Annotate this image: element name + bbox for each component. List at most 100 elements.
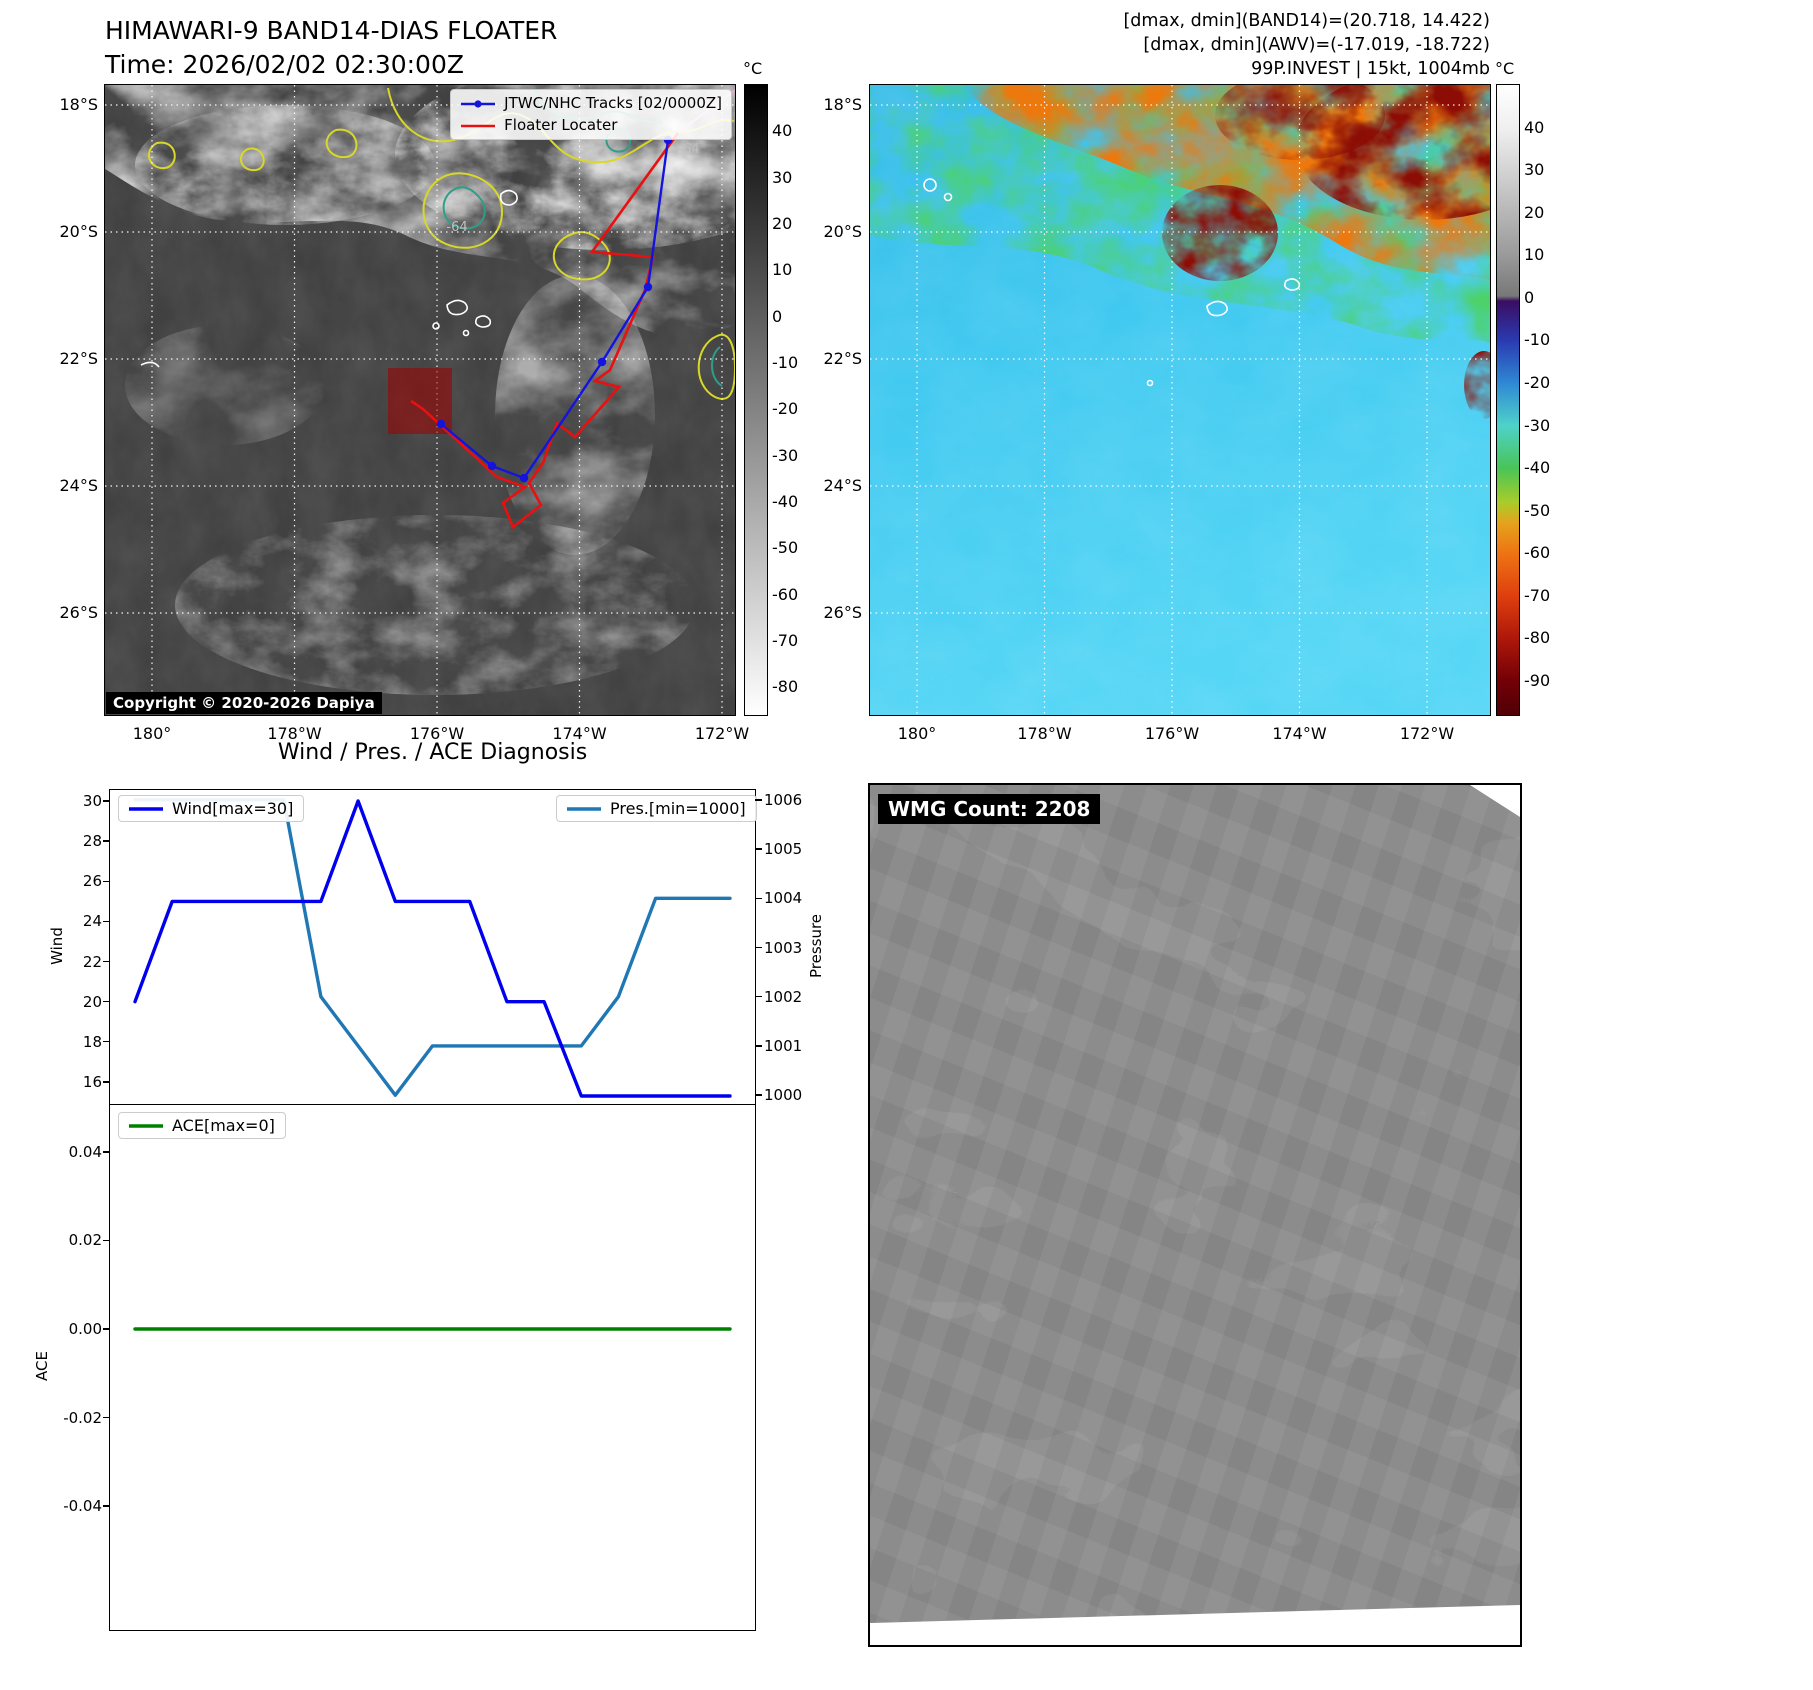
pressure-legend-swatch	[567, 806, 601, 811]
ir-colorbar-tick-label: 10	[772, 260, 793, 280]
wind-legend-swatch	[129, 806, 163, 811]
wmg-microwave-image	[870, 785, 1520, 1645]
awv-colorbar-tick-label: -30	[1524, 415, 1551, 435]
ace-axis-title: ACE	[33, 1351, 51, 1381]
contour-value-label: -64	[678, 142, 699, 157]
ir-colorbar-tick-label: 0	[772, 306, 783, 326]
ir-lon-tick-label: 174°W	[552, 724, 607, 743]
awv-colorbar-tick-label: 10	[1524, 245, 1545, 265]
ir-lon-tick-label: 178°W	[267, 724, 322, 743]
awv-lon-tick-label: 176°W	[1144, 724, 1200, 743]
awv-satellite-image	[870, 70, 1555, 715]
ir-colorbar-tick-label: -40	[772, 491, 799, 511]
ace-plot-canvas	[133, 1327, 732, 1331]
diagnosis-title: Wind / Pres. / ACE Diagnosis	[277, 740, 588, 765]
awv-colorbar-tick-label: 20	[1524, 202, 1545, 222]
wind-legend: Wind[max=30]	[118, 795, 305, 822]
awv-header-band14-stats: [dmax, dmin](BAND14)=(20.718, 14.422)	[1123, 11, 1490, 31]
legend-item-jtwc-tracks: JTWC/NHC Tracks [02/0000Z]	[460, 94, 722, 113]
ir-colorbar-tick-label: -60	[772, 584, 799, 604]
jtwc-legend-label: JTWC/NHC Tracks [02/0000Z]	[504, 94, 722, 112]
pressure-tick-label: 1006	[764, 790, 803, 809]
awv-lon-tick-label: 172°W	[1399, 724, 1455, 743]
awv-gridlines	[870, 85, 1490, 715]
awv-map-panel	[869, 70, 1555, 716]
pressure-legend-label: Pres.[min=1000]	[610, 799, 746, 818]
ace-legend: ACE[max=0]	[118, 1112, 286, 1139]
pressure-tick-label-mark	[755, 1045, 762, 1047]
awv-lon-tick-label: 180°	[897, 724, 937, 743]
pressure-tick-label: 1003	[764, 938, 803, 957]
awv-lon-tick-label: 174°W	[1272, 724, 1327, 743]
awv-colorbar-tick-label: -50	[1524, 500, 1551, 520]
wmg-image-panel: WMG Count: 2208	[868, 783, 1522, 1647]
jtwc-track-point	[597, 357, 607, 367]
awv-colorbar-tick-label: -40	[1524, 458, 1551, 478]
ir-colorbar-tick-label: -10	[772, 352, 799, 372]
ir-lon-tick-label: 176°W	[409, 724, 465, 743]
copyright-badge: Copyright © 2020-2026 Dapiya	[106, 692, 382, 714]
ir-colorbar-tick-label: -80	[772, 677, 799, 697]
wind-tick-label: 30	[82, 792, 102, 811]
awv-lon-tick-label: 178°W	[1017, 724, 1072, 743]
pressure-tick-label-mark	[755, 799, 762, 801]
floater-legend-label: Floater Locater	[504, 116, 618, 134]
ace-tick-label-mark	[103, 1239, 110, 1242]
ir-colorbar-tick-label: -30	[772, 445, 799, 465]
awv-colorbar-tick-label: 40	[1524, 117, 1545, 137]
wmg-count-badge: WMG Count: 2208	[878, 794, 1101, 824]
ir-map-legend: JTWC/NHC Tracks [02/0000Z] Floater Locat…	[450, 89, 732, 140]
pressure-tick-label: 1004	[764, 889, 803, 908]
wind-tick-label-mark	[103, 960, 110, 963]
wind-tick-label: 20	[82, 992, 102, 1011]
ir-colorbar-tick-label: 30	[772, 167, 793, 187]
wind-tick-label-mark	[103, 880, 110, 882]
jtwc-legend-swatch	[461, 99, 496, 108]
wind-tick-label: 28	[82, 832, 102, 851]
awv-colorbar-tick-label: 0	[1524, 287, 1535, 307]
ir-lat-tick-label: 26°S	[59, 603, 98, 622]
wind-tick-label: 24	[82, 912, 102, 931]
ir-coastlines	[140, 189, 518, 368]
awv-colorbar-tick-label: 30	[1524, 160, 1545, 180]
awv-colorbar	[1496, 84, 1520, 716]
ir-lat-tick-label: 20°S	[59, 222, 98, 241]
awv-colorbar-tick-label: -90	[1524, 670, 1551, 690]
jtwc-track-point	[436, 419, 446, 429]
awv-colorbar-unit: °C	[1495, 59, 1515, 78]
pressure-tick-label: 1002	[764, 987, 803, 1006]
wind-tick-label-mark	[103, 1041, 110, 1043]
pressure-tick-label-mark	[755, 946, 762, 949]
pressure-legend: Pres.[min=1000]	[556, 795, 757, 822]
awv-lat-tick-label: 26°S	[823, 603, 862, 622]
ir-lon-tick-label: 180°	[132, 724, 172, 743]
awv-coastlines	[923, 178, 1301, 387]
ir-colorbar-tick-label: 20	[772, 213, 793, 233]
chart-line-pres-min-1000	[133, 798, 732, 1097]
ir-colorbar-unit: °C	[743, 59, 763, 78]
wmg-swath-edges	[870, 785, 1520, 1645]
ir-title-line: HIMAWARI-9 BAND14-DIAS FLOATER	[105, 16, 558, 45]
pressure-tick-label-mark	[755, 996, 762, 998]
ir-colorbar-tick-label: -20	[772, 399, 799, 419]
ir-map-panel: -64 -64 JTWC/NHC Tracks [02/0000Z] Floate…	[104, 60, 815, 716]
ace-tick-label: -0.04	[63, 1497, 102, 1516]
awv-colorbar-tick-label: -60	[1524, 543, 1551, 563]
wind-legend-label: Wind[max=30]	[172, 799, 294, 818]
wind-tick-label-mark	[103, 1000, 110, 1003]
pressure-axis-title: Pressure	[807, 913, 825, 979]
jtwc-track-line	[440, 139, 670, 480]
pressure-tick-label: 1005	[764, 840, 803, 859]
awv-lat-tick-label: 24°S	[823, 476, 862, 495]
ir-lat-tick-label: 22°S	[59, 349, 98, 368]
floater-legend-swatch	[461, 124, 496, 127]
pressure-tick-label: 1000	[764, 1086, 803, 1105]
wind-tick-label-mark	[103, 800, 110, 802]
awv-lat-tick-label: 18°S	[823, 95, 862, 114]
wind-tick-label: 22	[82, 952, 102, 971]
awv-header-invest-status: 99P.INVEST | 15kt, 1004mb	[1251, 59, 1490, 79]
ir-colorbar-tick-label: -50	[772, 538, 799, 558]
awv-lat-tick-label: 22°S	[823, 349, 862, 368]
ir-colorbar-tick-label: -70	[772, 630, 799, 650]
